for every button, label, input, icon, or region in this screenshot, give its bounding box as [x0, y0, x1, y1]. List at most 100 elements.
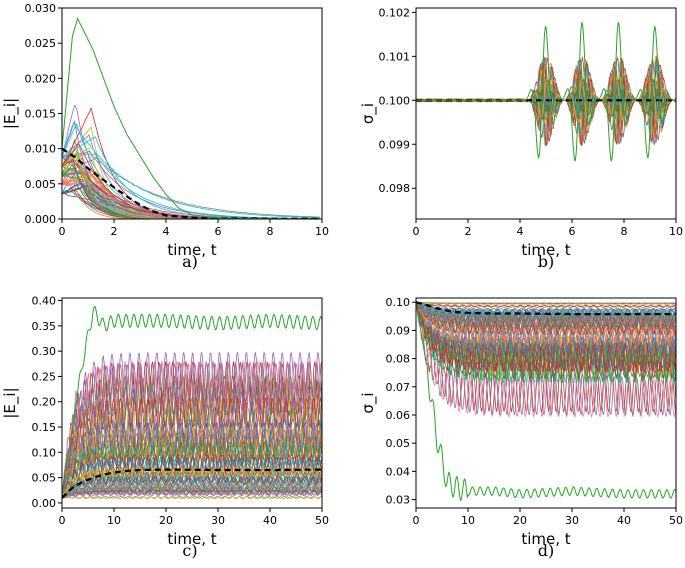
x-axis-label: time, t [167, 241, 216, 259]
y-tick-label: 0.25 [32, 370, 57, 383]
y-tick-label: 0.000 [25, 213, 57, 226]
trajectory-line [62, 394, 322, 498]
x-tick-label: 6 [569, 225, 576, 238]
y-tick-label: 0.10 [32, 446, 57, 459]
trajectory-line [62, 453, 322, 499]
trajectory-line [62, 360, 322, 498]
panel-label: b) [538, 252, 554, 271]
y-axis-label: σ_i [359, 103, 378, 124]
panel-label: d) [538, 541, 554, 560]
trajectory-line [416, 301, 676, 312]
trajectory-line [62, 362, 322, 498]
series-mean [62, 468, 322, 499]
trajectory-line [62, 496, 322, 500]
x-tick-label: 10 [107, 514, 121, 527]
series-max-trajectory [62, 305, 322, 493]
y-tick-label: 0.015 [25, 108, 57, 121]
y-tick-label: 0.099 [379, 138, 411, 151]
trajectory-line [62, 165, 320, 219]
panel-label: a) [182, 252, 198, 271]
y-tick-label: 0.030 [25, 2, 57, 15]
series-max-oscillation [416, 21, 676, 162]
x-tick-label: 0 [413, 225, 420, 238]
trajectory-line [62, 476, 322, 499]
y-axis-label: |E_i| [1, 98, 20, 129]
plot-area-d [416, 301, 676, 502]
trajectory-line [416, 301, 676, 305]
trajectory-line [62, 164, 320, 219]
series-mean [62, 147, 322, 219]
plot-area-c [62, 305, 322, 500]
panel-label: c) [182, 541, 197, 560]
x-tick-label: 10 [461, 514, 475, 527]
x-tick-label: 50 [669, 514, 683, 527]
series-mean [416, 301, 676, 316]
x-tick-label: 0 [59, 225, 66, 238]
plot-area-b [416, 21, 676, 162]
x-tick-label: 30 [211, 514, 225, 527]
trajectory-line [416, 301, 676, 317]
x-tick-label: 50 [315, 514, 329, 527]
trajectory-line [416, 302, 676, 347]
x-tick-label: 30 [565, 514, 579, 527]
y-tick-label: 0.06 [386, 409, 411, 422]
y-tick-label: 0.03 [386, 494, 411, 507]
trajectory-line [62, 471, 322, 499]
trajectory-line [62, 482, 322, 499]
trajectory-line [416, 56, 676, 143]
y-tick-label: 0.15 [32, 421, 57, 434]
y-tick-label: 0.07 [386, 381, 411, 394]
series-min-trajectory [416, 302, 676, 502]
x-tick-label: 8 [621, 225, 628, 238]
trajectory-line [62, 496, 322, 499]
x-tick-label: 20 [159, 514, 173, 527]
x-tick-label: 10 [315, 225, 329, 238]
plot-area-a [62, 17, 322, 219]
x-tick-label: 6 [215, 225, 222, 238]
x-tick-label: 20 [513, 514, 527, 527]
trajectory-line [416, 301, 676, 304]
x-tick-label: 0 [413, 514, 420, 527]
x-tick-label: 10 [669, 225, 683, 238]
x-tick-label: 8 [267, 225, 274, 238]
trajectory-line [416, 302, 676, 367]
x-tick-label: 2 [465, 225, 472, 238]
trajectory-line [62, 190, 320, 219]
panel-b: 0 2 4 6 8 10 0.098 0.099 0.100 0.101 0.102 time, t σ… [359, 6, 683, 271]
x-tick-label: 2 [111, 225, 118, 238]
y-tick-label: 0.04 [386, 465, 411, 478]
x-axis-label: time, t [521, 530, 570, 548]
y-tick-label: 0.10 [386, 296, 411, 309]
x-tick-label: 4 [163, 225, 170, 238]
panel-a: 0 2 4 6 8 10 0.000 0.005 0.010 0.015 0.020 0.025 0.0… [1, 2, 329, 271]
trajectory-line [416, 302, 676, 335]
trajectory-line [62, 156, 320, 218]
y-tick-label: 0.102 [379, 6, 411, 19]
trajectory-line [416, 301, 676, 308]
y-tick-label: 0.35 [32, 320, 57, 333]
y-tick-label: 0.010 [25, 143, 57, 156]
axes-frame [415, 297, 677, 509]
panel-d: 0 10 20 30 40 50 0.03 0.04 0.05 0.06 0.07 0.08 0.09 0… [359, 296, 683, 560]
y-tick-label: 0.30 [32, 345, 57, 358]
trajectory-line [62, 172, 320, 219]
y-axis-label: σ_i [359, 392, 378, 413]
y-tick-label: 0.05 [32, 472, 57, 485]
y-axis-label: |E_i| [1, 387, 20, 418]
y-tick-label: 0.020 [25, 72, 57, 85]
y-tick-label: 0.100 [379, 94, 411, 107]
y-tick-label: 0.09 [386, 324, 411, 337]
y-tick-label: 0.098 [379, 182, 411, 195]
y-tick-label: 0.40 [32, 295, 57, 308]
trajectory-line [416, 302, 676, 374]
x-tick-label: 40 [263, 514, 277, 527]
axes-frame [415, 7, 677, 220]
trajectory-line [62, 184, 320, 219]
y-tick-label: 0.025 [25, 37, 57, 50]
y-tick-label: 0.20 [32, 396, 57, 409]
y-tick-label: 0.005 [25, 178, 57, 191]
x-tick-label: 40 [617, 514, 631, 527]
trajectory-line [62, 153, 320, 219]
trajectory-line [62, 123, 320, 218]
